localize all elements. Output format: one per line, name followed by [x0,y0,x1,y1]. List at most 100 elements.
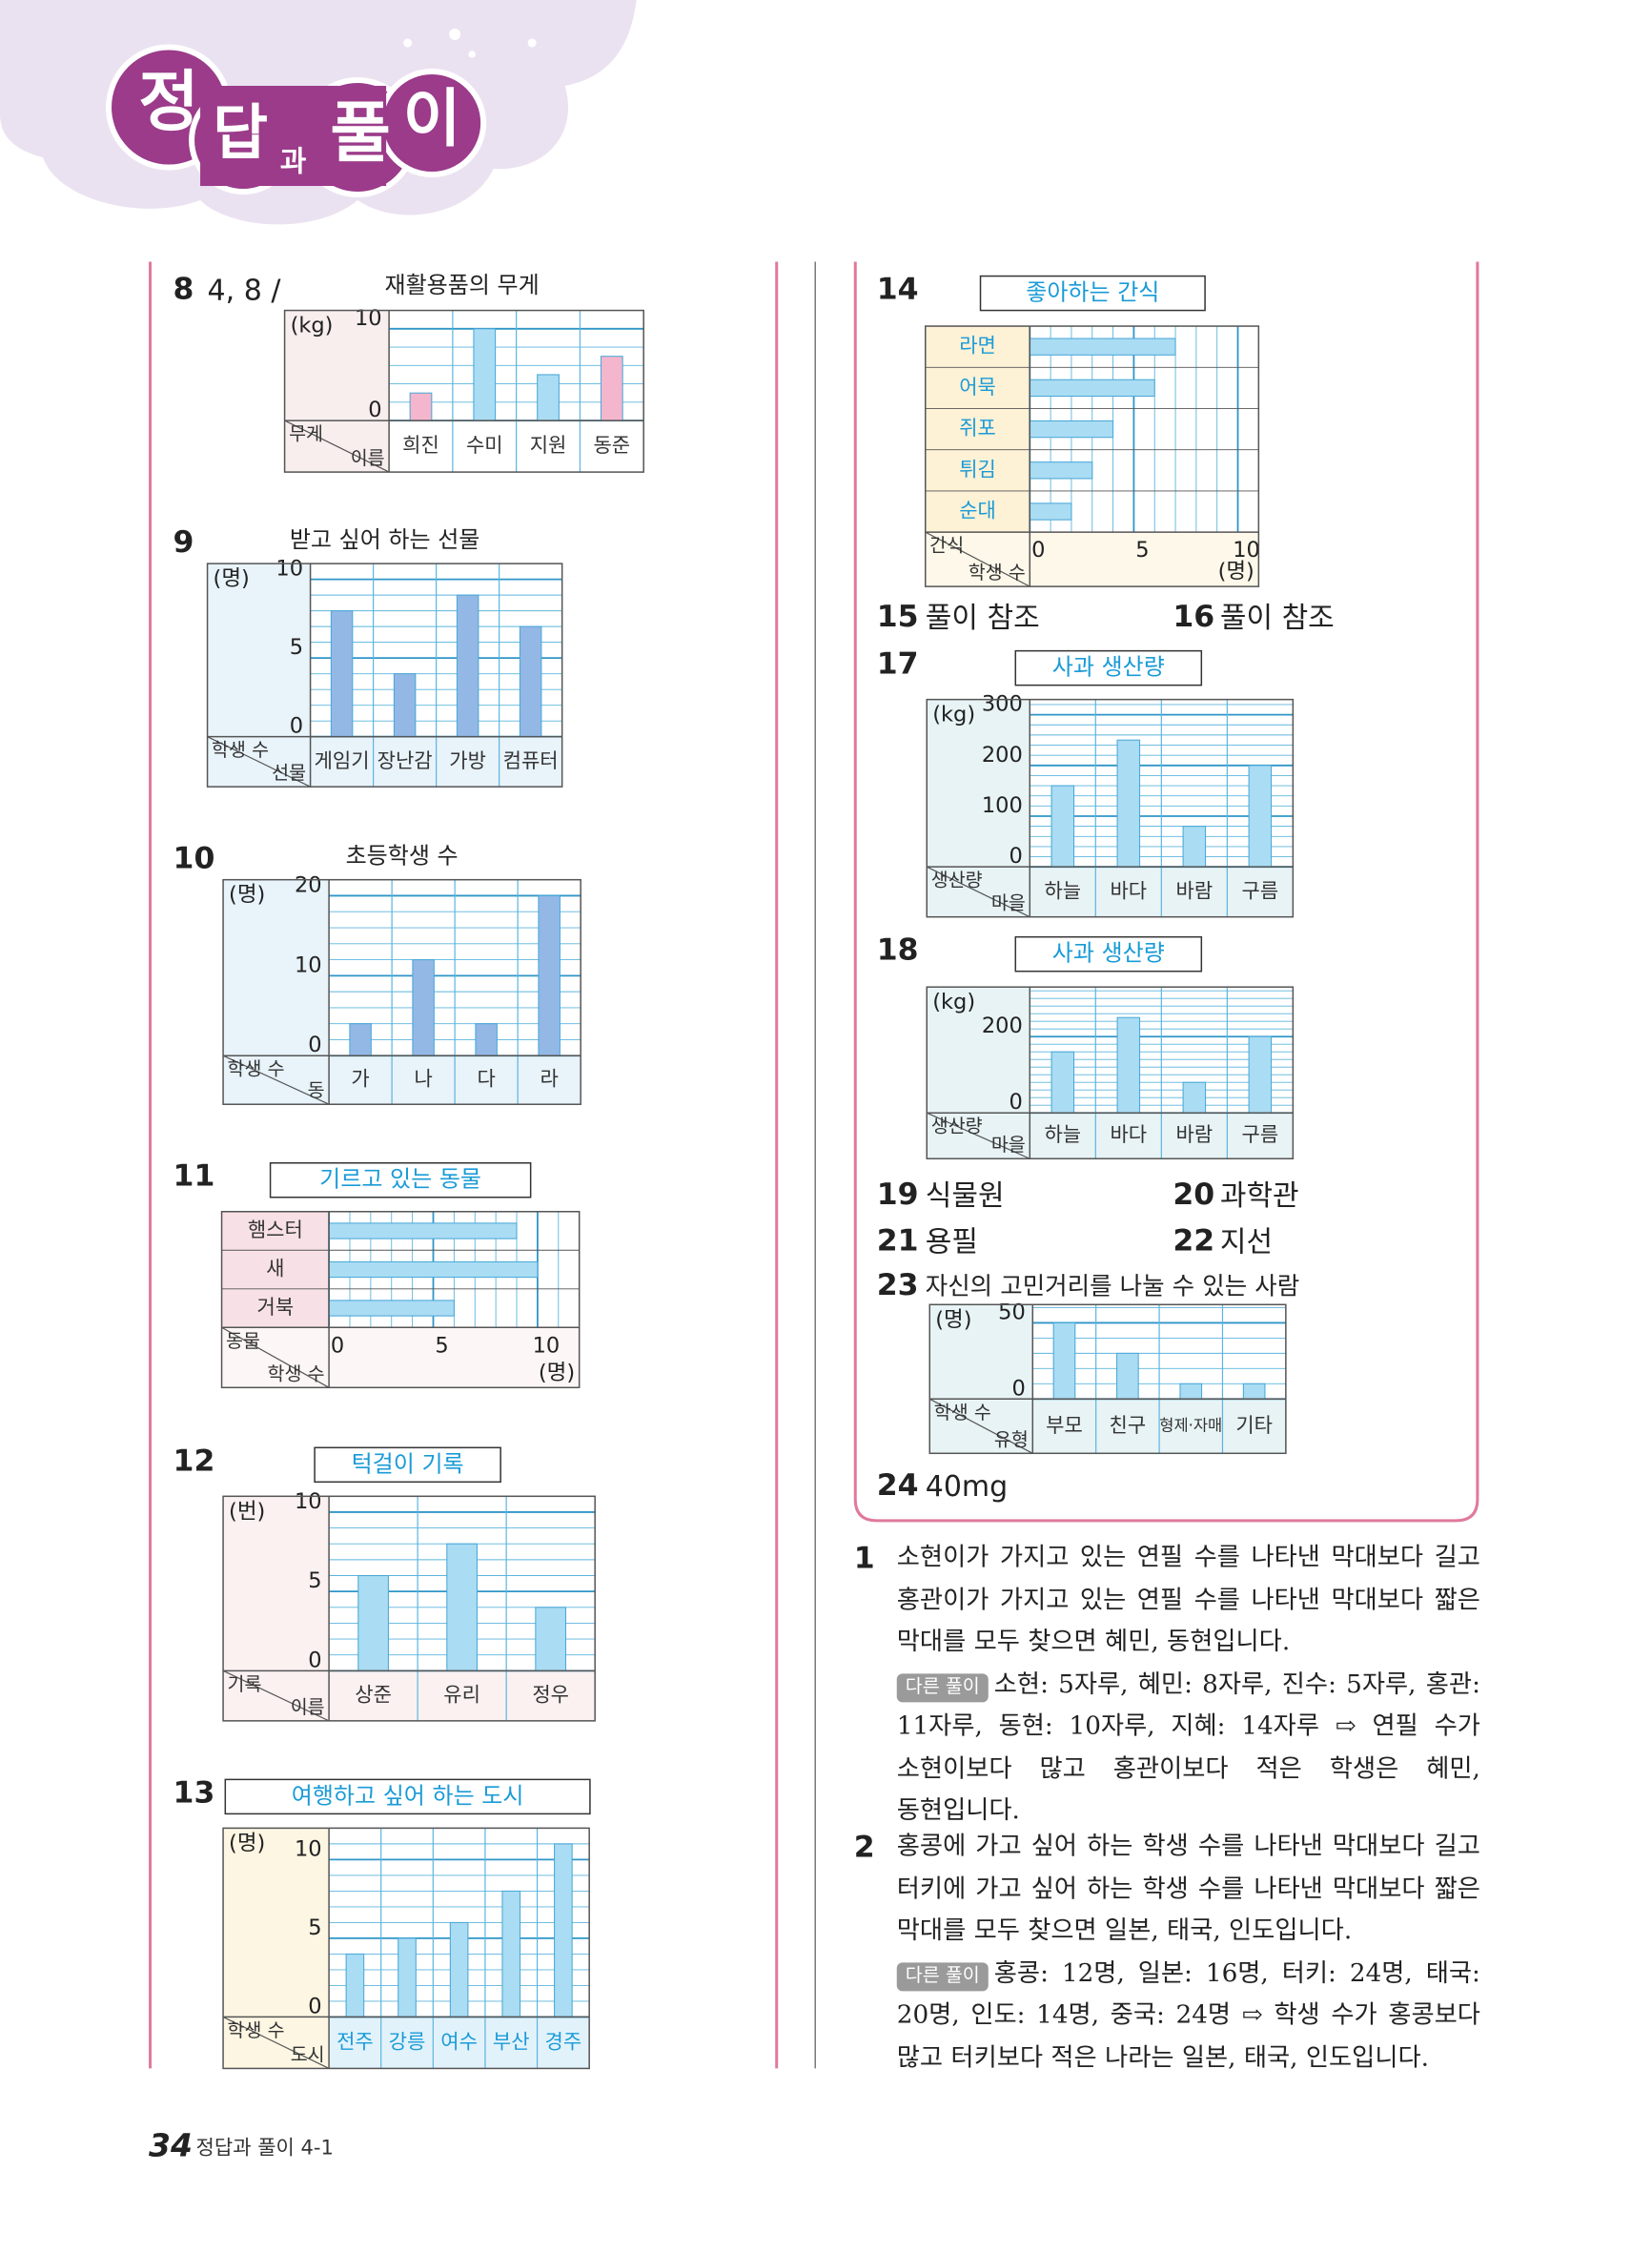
footer-title: 정답과 풀이 4-1 [196,2136,334,2159]
x-tick-label: 나 [414,1068,432,1091]
bar [330,610,354,738]
chart-border [220,1211,581,1389]
x-tick-label: 강릉 [389,2030,426,2053]
x-tick-label: 부모 [1046,1414,1083,1437]
problem-number: 20 [1173,1178,1214,1212]
category-row [329,2017,590,2069]
corner-diagonal [928,1398,1033,1454]
x-tick-label: 경주 [545,2030,582,2053]
x-tick-label: 동준 [593,434,630,457]
answer: 자신의 고민거리를 나눌 수 있는 사람 [926,1272,1299,1301]
bar [1052,1321,1076,1400]
corner-label: 학생 수 [212,739,269,761]
corner-diagonal [222,1669,330,1722]
axis-panel [929,1304,1033,1454]
y-tick-label: 0 [368,398,381,422]
problem-number: 22 [1173,1223,1214,1258]
bar [475,1023,498,1056]
unit-label: (명) [229,1831,265,1855]
title-box [1014,649,1203,686]
y-tick-label: 0 [1009,844,1022,869]
unit-label: (번) [229,1499,265,1524]
problem-number: 13 [173,1775,215,1810]
bar [1182,1081,1207,1114]
corner-diagonal [927,1112,1030,1159]
corner-label: 이름 [291,1696,325,1718]
bar [357,1574,389,1671]
x-tick-label: 구름 [1242,879,1279,902]
corner-label: 무게 [289,423,323,445]
alt-text: 소현: 5자루, 혜민: 8자루, 진수: 5자루, 홍관: 11자루, 동현:… [896,1669,1480,1826]
logo [106,44,487,198]
x-tick-label: 수미 [466,434,503,457]
problem-number: 23 [877,1268,919,1302]
y-tick-label: 어묵 [959,376,996,399]
solution: 소현이가 가지고 있는 연필 수를 나타낸 막대보다 길고 홍관이가 가지고 있… [896,1538,1480,1833]
solution-text: 홍콩에 가고 싶어 하는 학생 수를 나타낸 막대보다 길고 터키에 가고 싶어… [896,1832,1480,1946]
x-tick-label: 바다 [1110,879,1147,902]
corner-label: 도시 [291,2043,325,2065]
x-tick-label: 기타 [1235,1414,1273,1437]
bar [1182,826,1207,868]
x-tick-label: 10 [1233,538,1260,563]
unit-label: (명) [229,883,265,908]
logo-char: 정 [138,64,198,140]
x-tick-label: 바람 [1176,1123,1214,1146]
bar [535,1607,566,1671]
chart-border [928,1303,1287,1455]
x-tick-label: 형제·자매 [1159,1416,1222,1434]
y-tick-label: 순대 [959,500,996,522]
x-tick-label: 0 [331,1333,344,1358]
x-tick-label: 5 [1135,538,1149,563]
x-tick-label: 하늘 [1044,1123,1081,1146]
alt-badge: 다른 풀이 [896,1961,989,1991]
unit-label: (명) [539,1361,575,1385]
y-tick-label: 쥐포 [959,417,996,440]
bar [349,1023,372,1056]
bar [446,1543,478,1671]
problem-number: 19 [877,1178,919,1212]
answer: 지선 [1220,1225,1273,1259]
y-tick-label: 0 [308,1994,321,2018]
corner-label: 학생 수 [228,2019,285,2041]
solution-number: 2 [853,1829,875,1864]
bar [1029,420,1114,439]
problem-number: 16 [1173,600,1214,634]
logo-char: 답 [213,98,268,168]
problem-number: 21 [877,1223,919,1258]
y-tick-label: 5 [308,1915,321,1940]
chart-border [222,878,581,1105]
unit-label: (kg) [932,990,975,1014]
bar [328,1260,539,1279]
bar [1116,1352,1139,1400]
label-column [925,326,1030,533]
answer: 풀이 참조 [1220,602,1335,635]
bar [456,594,479,738]
category-row [329,1670,596,1721]
corner-label: 유형 [994,1428,1029,1450]
bar [1050,785,1075,868]
unit-label: (kg) [291,314,334,338]
x-tick-label: 친구 [1110,1414,1147,1437]
y-tick-label: 라면 [959,335,996,358]
problem-number: 15 [877,600,919,634]
page-number: 34 [149,2126,193,2163]
x-tick-label: 전주 [337,2030,374,2053]
chart-title: 재활용품의 무게 [385,272,540,298]
axis-panel [223,879,330,1105]
x-tick-label: 부산 [493,2030,530,2053]
chart-border [222,1827,590,2070]
corner-diagonal [284,420,390,473]
y-tick-label: 10 [295,952,322,977]
corner-diagonal [221,1326,330,1388]
axis-panel [223,1496,330,1721]
bar [519,625,542,738]
y-tick-label: 0 [1009,1090,1022,1115]
corner-label: 마을 [991,1134,1026,1156]
answer: 40mg [926,1470,1008,1504]
chart-title: 좋아하는 간식 [1026,279,1159,306]
unit-label: (명) [935,1307,971,1332]
label-column [221,1211,330,1328]
unit-label: (kg) [932,703,975,727]
title-box [269,1161,532,1198]
